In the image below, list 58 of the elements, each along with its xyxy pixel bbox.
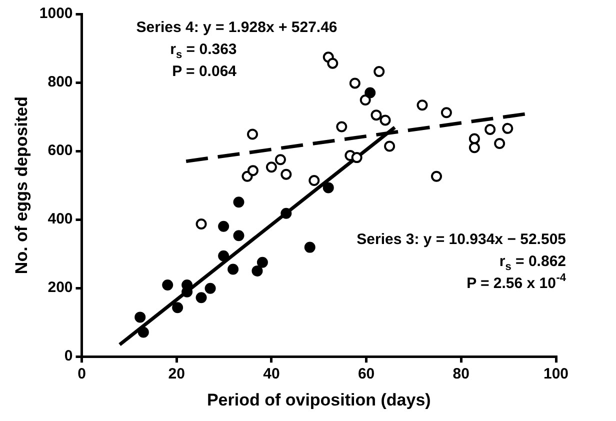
point (349, 78, 360, 89)
point (138, 326, 149, 338)
point (247, 165, 258, 176)
point (233, 230, 244, 242)
point (384, 140, 396, 152)
point (430, 170, 442, 182)
y-tick-label: 400 (48, 210, 73, 228)
point (252, 265, 263, 276)
x-tick-label: 80 (452, 366, 470, 383)
point (233, 196, 244, 208)
x-axis-title: Period of oviposition (days) (206, 390, 431, 410)
annotation: Series 4: y = 1.928x + 527.46 (136, 19, 338, 36)
point (196, 218, 207, 230)
point (484, 124, 496, 135)
x-tick-label: 0 (78, 366, 86, 383)
x-tick-label: 20 (168, 366, 185, 383)
y-tick-label: 800 (48, 74, 73, 91)
point (274, 154, 286, 166)
point (380, 114, 391, 126)
point (360, 94, 371, 106)
point (256, 256, 268, 268)
point (266, 162, 277, 173)
point (308, 175, 320, 186)
point (351, 152, 362, 164)
point (468, 133, 480, 144)
point (468, 142, 480, 154)
point (162, 279, 174, 290)
point (218, 220, 230, 232)
point (502, 122, 514, 134)
point (374, 66, 385, 78)
point (304, 242, 316, 253)
point (440, 107, 452, 118)
y-tick-label: 600 (48, 142, 73, 160)
point (204, 282, 216, 294)
point (494, 138, 506, 150)
point (364, 87, 376, 98)
y-tick-label: 1000 (39, 5, 73, 22)
point (246, 128, 258, 140)
point (322, 182, 334, 194)
point (370, 110, 382, 121)
point (134, 312, 146, 323)
point (218, 250, 230, 262)
y-tick-label: 200 (48, 279, 73, 296)
x-tick-label: 100 (543, 366, 569, 383)
point (228, 264, 239, 275)
point (280, 208, 292, 219)
point (336, 121, 348, 132)
y-tick-label: 0 (64, 348, 73, 365)
point (416, 100, 428, 111)
annotation: Series 3: y = 10.934x − 52.505 (356, 231, 566, 248)
x-tick-label: 40 (263, 366, 280, 383)
annotation: P = 0.064 (172, 63, 238, 80)
x-tick-label: 60 (358, 366, 375, 383)
point (280, 168, 292, 180)
point (172, 302, 184, 314)
point (327, 58, 338, 69)
y-axis-title: No. of eggs deposited (12, 96, 31, 274)
point (196, 292, 207, 304)
